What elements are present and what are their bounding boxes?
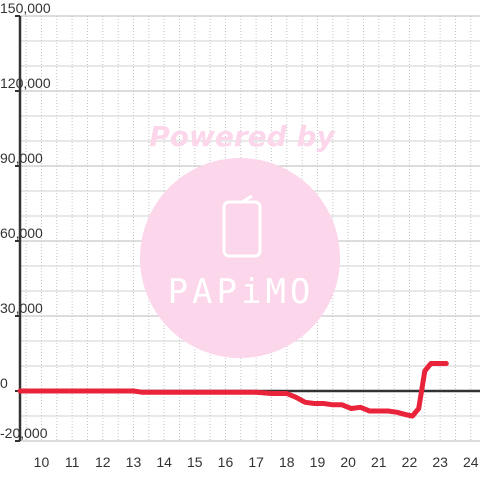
watermark-circle — [140, 158, 340, 358]
y-tick-label: 150,000 — [0, 0, 51, 16]
x-tick-label: 19 — [310, 454, 326, 470]
x-tick-label: 22 — [402, 454, 418, 470]
x-tick-label: 13 — [126, 454, 142, 470]
x-tick-label: 10 — [34, 454, 50, 470]
y-tick-label: 90,000 — [0, 150, 43, 166]
tick-labels: -20,000 0 30,000 60,000 90,000 120,000 150,000… — [0, 0, 479, 470]
series-layer — [17, 361, 449, 419]
y-tick-label: 120,000 — [0, 75, 51, 91]
watermark-powered-by: Powered by — [149, 120, 336, 153]
y-tick-label: 60,000 — [0, 225, 43, 241]
phone-icon — [222, 194, 262, 258]
papimo-watermark: Powered by PAPiMO — [140, 120, 340, 358]
x-tick-label: 17 — [248, 454, 264, 470]
y-tick-label: -20,000 — [0, 425, 48, 441]
x-tick-label: 24 — [463, 454, 479, 470]
y-tick-label: 0 — [0, 375, 8, 391]
x-tick-label: 23 — [432, 454, 448, 470]
x-tick-label: 18 — [279, 454, 295, 470]
x-tick-label: 11 — [65, 454, 80, 470]
x-tick-label: 12 — [95, 454, 111, 470]
watermark-brand: PAPiMO — [168, 272, 315, 312]
x-tick-label: 15 — [187, 454, 203, 470]
x-tick-label: 16 — [218, 454, 234, 470]
grid — [20, 15, 480, 442]
series-line-0 — [17, 361, 449, 419]
y-tick-label: 30,000 — [0, 300, 43, 316]
x-tick-label: 20 — [340, 454, 356, 470]
x-tick-label: 14 — [156, 454, 172, 470]
x-tick-label: 21 — [371, 454, 387, 470]
